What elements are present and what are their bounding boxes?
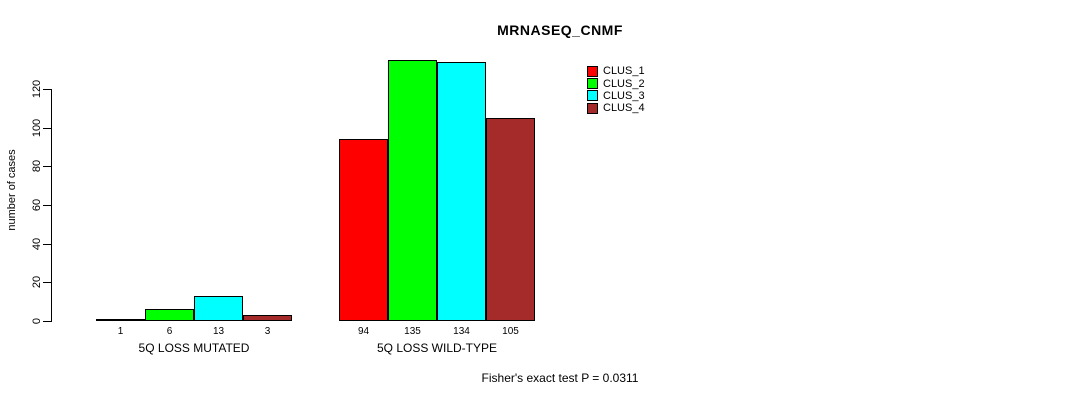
y-tick-label: 0 <box>31 317 43 325</box>
bar-value-label: 3 <box>264 326 271 337</box>
y-tick <box>43 166 51 168</box>
y-tick-label: 120 <box>31 79 43 99</box>
y-tick <box>43 321 51 322</box>
y-tick <box>43 89 51 90</box>
y-tick-label: 40 <box>31 237 43 250</box>
legend-label: CLUS_1 <box>603 65 645 78</box>
fisher-test-note: Fisher's exact test P = 0.0311 <box>481 371 639 385</box>
bar-value-label: 1 <box>117 326 124 337</box>
y-tick-label: 80 <box>31 160 43 173</box>
bar-clus_3-wild-type <box>437 62 486 321</box>
x-category-label: 5Q LOSS WILD-TYPE <box>376 341 498 355</box>
bar-clus_1-wild-type <box>339 139 388 321</box>
legend-item-clus_2: CLUS_2 <box>587 77 645 90</box>
legend-item-clus_1: CLUS_1 <box>587 65 645 77</box>
legend-label: CLUS_4 <box>603 102 645 115</box>
bar-clus_4-mutated <box>243 315 292 321</box>
y-tick <box>43 205 51 206</box>
legend-item-clus_3: CLUS_3 <box>587 90 645 102</box>
bar-clus_2-wild-type <box>388 60 437 321</box>
y-tick-label: 100 <box>31 118 43 137</box>
bar-value-label: 94 <box>357 326 370 337</box>
legend-item-clus_4: CLUS_4 <box>587 102 645 114</box>
x-category-label: 5Q LOSS MUTATED <box>138 341 250 355</box>
legend-swatch <box>587 102 598 114</box>
legend-swatch <box>587 90 598 102</box>
y-tick <box>43 282 51 284</box>
y-tick-label: 20 <box>31 276 43 289</box>
bar-clus_1-mutated <box>96 319 145 321</box>
y-tick <box>43 243 51 245</box>
legend: CLUS_1 CLUS_2 CLUS_3 CLUS_4 <box>587 65 645 115</box>
legend-label: CLUS_2 <box>603 77 645 90</box>
y-tick-label: 60 <box>31 198 43 212</box>
bar-value-label: 13 <box>212 326 225 337</box>
bar-clus_2-mutated <box>145 309 194 321</box>
y-axis-label: number of cases <box>6 149 18 231</box>
bar-clus_4-wild-type <box>486 118 535 321</box>
chart-title: MRNASEQ_CNMF <box>497 22 623 38</box>
y-tick <box>43 127 51 129</box>
bar-value-label: 6 <box>166 326 173 337</box>
legend-swatch <box>587 78 598 90</box>
bar-value-label: 134 <box>453 326 470 337</box>
bar-value-label: 105 <box>502 326 519 337</box>
y-axis-line <box>51 89 52 322</box>
bar-clus_3-mutated <box>194 296 243 321</box>
legend-label: CLUS_3 <box>603 89 645 102</box>
bar-value-label: 135 <box>404 326 421 337</box>
legend-swatch <box>587 65 598 77</box>
